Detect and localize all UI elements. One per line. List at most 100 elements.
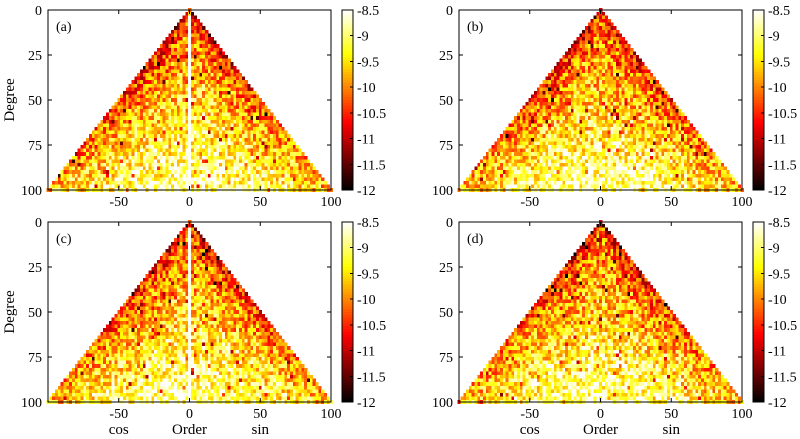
heatmap-cell: [154, 55, 158, 59]
heatmap-cell: [100, 119, 104, 124]
heatmap-cell: [565, 83, 569, 88]
heatmap-cell: [613, 69, 617, 74]
heatmap-cell: [567, 163, 572, 167]
heatmap-cell: [171, 47, 175, 52]
heatmap-cell: [207, 98, 212, 103]
heatmap-cell: [553, 145, 557, 149]
heatmap-cell: [579, 44, 583, 49]
heatmap-cell: [270, 159, 274, 164]
heatmap-cell: [536, 141, 541, 146]
heatmap-cell: [134, 98, 138, 103]
heatmap-cell: [570, 148, 574, 153]
heatmap-cell: [669, 145, 674, 149]
heatmap-cell: [570, 87, 574, 92]
heatmap-cell: [525, 141, 529, 146]
heatmap-cell: [616, 127, 620, 131]
heatmap-cell: [190, 134, 195, 139]
heatmap-cell: [205, 62, 209, 67]
heatmap-cell: [168, 137, 172, 142]
heatmap-cell: [681, 159, 685, 164]
heatmap-cell: [667, 127, 671, 131]
heatmap-cell: [550, 145, 555, 149]
heatmap-cell: [675, 127, 679, 131]
heatmap-cell: [176, 112, 180, 117]
heatmap-cell: [304, 159, 308, 164]
heatmap-cell: [587, 65, 591, 70]
heatmap-cell: [182, 109, 186, 113]
heatmap-cell: [698, 166, 702, 171]
heatmap-cell: [171, 181, 175, 185]
heatmap-cell: [565, 58, 569, 63]
heatmap-cell: [213, 181, 217, 185]
heatmap-cell: [604, 80, 608, 85]
heatmap-cell: [576, 112, 580, 117]
heatmap-cell: [202, 73, 206, 77]
heatmap-cell: [610, 155, 614, 160]
heatmap-cell: [72, 173, 76, 178]
heatmap-cell: [695, 145, 699, 149]
heatmap-cell: [123, 159, 127, 164]
heatmap-cell: [247, 166, 251, 171]
heatmap-cell: [284, 148, 288, 153]
heatmap-cell: [272, 159, 277, 164]
heatmap-cell: [193, 127, 197, 131]
heatmap-cell: [599, 155, 603, 160]
heatmap-cell: [261, 184, 265, 189]
heatmap-cell: [579, 69, 583, 74]
heatmap-cell: [531, 134, 535, 139]
heatmap-cell: [548, 134, 552, 139]
heatmap-cell: [624, 127, 628, 131]
heatmap-cell: [190, 123, 195, 128]
heatmap-cell: [253, 98, 257, 103]
heatmap-cell: [106, 181, 110, 185]
heatmap-cell: [672, 105, 676, 110]
heatmap-cell: [284, 152, 288, 157]
heatmap-cell: [488, 173, 492, 178]
heatmap-cell: [224, 83, 229, 88]
heatmap-cell: [168, 130, 172, 135]
heatmap-cell: [644, 116, 648, 121]
heatmap-cell: [522, 141, 526, 146]
heatmap-cell: [264, 159, 268, 164]
heatmap-cell: [94, 177, 98, 182]
heatmap-cell: [471, 177, 475, 182]
heatmap-cell: [244, 173, 248, 178]
heatmap-cell: [559, 91, 563, 95]
heatmap-cell: [125, 145, 130, 149]
heatmap-cell: [145, 166, 149, 171]
heatmap-cell: [227, 91, 231, 95]
heatmap-cell: [613, 141, 617, 146]
heatmap-cell: [667, 112, 671, 117]
heatmap-cell: [511, 127, 515, 131]
heatmap-cell: [176, 166, 180, 171]
heatmap-cell: [134, 148, 138, 153]
heatmap-cell: [593, 152, 597, 157]
heatmap-cell: [261, 166, 265, 171]
heatmap-cell: [196, 73, 200, 77]
heatmap-cell: [128, 123, 132, 128]
heatmap-cell: [233, 159, 237, 164]
heatmap-cell: [114, 101, 118, 106]
heatmap-cell: [652, 173, 657, 178]
heatmap-cell: [590, 173, 594, 178]
heatmap-cell: [633, 166, 637, 171]
heatmap-cell: [207, 65, 212, 70]
heatmap-cell: [179, 91, 183, 95]
heatmap-cell: [545, 170, 549, 175]
heatmap-cell: [196, 145, 200, 149]
heatmap-cell: [655, 109, 659, 113]
heatmap-cell: [545, 159, 549, 164]
heatmap-cell: [635, 130, 640, 135]
heatmap-cell: [222, 177, 226, 182]
heatmap-cell: [179, 73, 183, 77]
heatmap-cell: [241, 134, 246, 139]
heatmap-cell: [281, 173, 285, 178]
heatmap-cell: [706, 166, 710, 171]
heatmap-cell: [593, 123, 597, 128]
heatmap-cell: [604, 55, 608, 59]
heatmap-cell: [508, 145, 512, 149]
heatmap-cell: [582, 163, 586, 167]
heatmap-cell: [641, 98, 645, 103]
heatmap-cell: [590, 98, 594, 103]
heatmap-cell: [267, 109, 271, 113]
